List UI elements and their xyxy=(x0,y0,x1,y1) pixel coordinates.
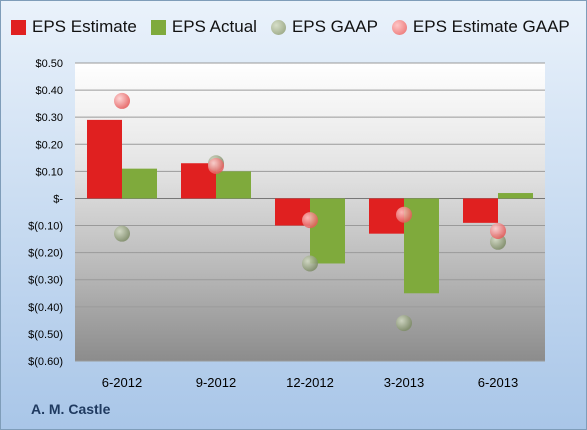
bars xyxy=(87,119,533,294)
legend-label-eps-gaap: EPS GAAP xyxy=(291,17,378,36)
points xyxy=(114,92,506,332)
chart-legend: EPS Estimate EPS Actual EPS GAAP EPS Est… xyxy=(11,17,584,37)
y-tick-label: $0.50 xyxy=(35,58,63,70)
legend-dot-eps-estimate-gaap xyxy=(391,19,407,35)
x-tick-label: 12-2012 xyxy=(286,375,334,390)
y-tick-label: $- xyxy=(53,193,63,205)
point-eps-estimate-gaap xyxy=(302,212,318,229)
bar-eps-actual xyxy=(216,171,251,199)
bar-eps-actual xyxy=(122,168,157,199)
x-tick-label: 6-2013 xyxy=(478,375,518,390)
legend-item-eps-gaap: EPS GAAP xyxy=(270,17,378,37)
y-tick-label: $(0.40) xyxy=(28,302,63,314)
x-axis-ticks: 6-2012 9-2012 12-2012 3-2013 6-2013 xyxy=(102,375,518,390)
legend-item-eps-estimate-gaap: EPS Estimate GAAP xyxy=(391,17,570,37)
bar-eps-estimate xyxy=(87,119,122,199)
bar-eps-actual xyxy=(498,193,533,199)
y-tick-label: $0.10 xyxy=(35,166,63,178)
bar-eps-estimate xyxy=(463,198,498,223)
bar-eps-actual xyxy=(310,198,345,264)
x-tick-label: 6-2012 xyxy=(102,375,142,390)
point-eps-estimate-gaap xyxy=(114,92,130,109)
legend-label-eps-estimate-gaap: EPS Estimate GAAP xyxy=(412,17,570,36)
legend-swatch-eps-estimate xyxy=(11,19,26,35)
y-tick-label: $(0.20) xyxy=(28,248,63,260)
point-eps-estimate-gaap xyxy=(396,206,412,223)
x-tick-label: 9-2012 xyxy=(196,375,236,390)
y-tick-label: $0.30 xyxy=(35,112,63,124)
point-eps-estimate-gaap xyxy=(208,157,224,174)
y-axis-ticks: $0.50 $0.40 $0.30 $0.20 $0.10 $- $(0.10) $(0.20… xyxy=(28,58,63,368)
legend-item-eps-estimate: EPS Estimate xyxy=(11,17,137,37)
point-eps-gaap xyxy=(396,315,412,332)
legend-swatch-eps-actual xyxy=(150,19,166,35)
y-tick-label: $(0.10) xyxy=(28,221,63,233)
company-name: A. M. Castle xyxy=(31,401,111,417)
y-tick-label: $(0.50) xyxy=(28,329,63,341)
point-eps-estimate-gaap xyxy=(490,222,506,239)
y-tick-label: $(0.60) xyxy=(28,356,63,368)
point-eps-gaap xyxy=(114,225,130,242)
legend-label-eps-actual: EPS Actual xyxy=(171,17,257,36)
y-tick-label: $(0.30) xyxy=(28,275,63,287)
legend-label-eps-estimate: EPS Estimate xyxy=(32,17,137,36)
point-eps-gaap xyxy=(302,255,318,272)
y-tick-label: $0.20 xyxy=(35,139,63,151)
x-tick-label: 3-2013 xyxy=(384,375,424,390)
legend-dot-eps-gaap xyxy=(270,19,286,35)
y-tick-label: $0.40 xyxy=(35,85,63,97)
legend-item-eps-actual: EPS Actual xyxy=(150,17,257,37)
